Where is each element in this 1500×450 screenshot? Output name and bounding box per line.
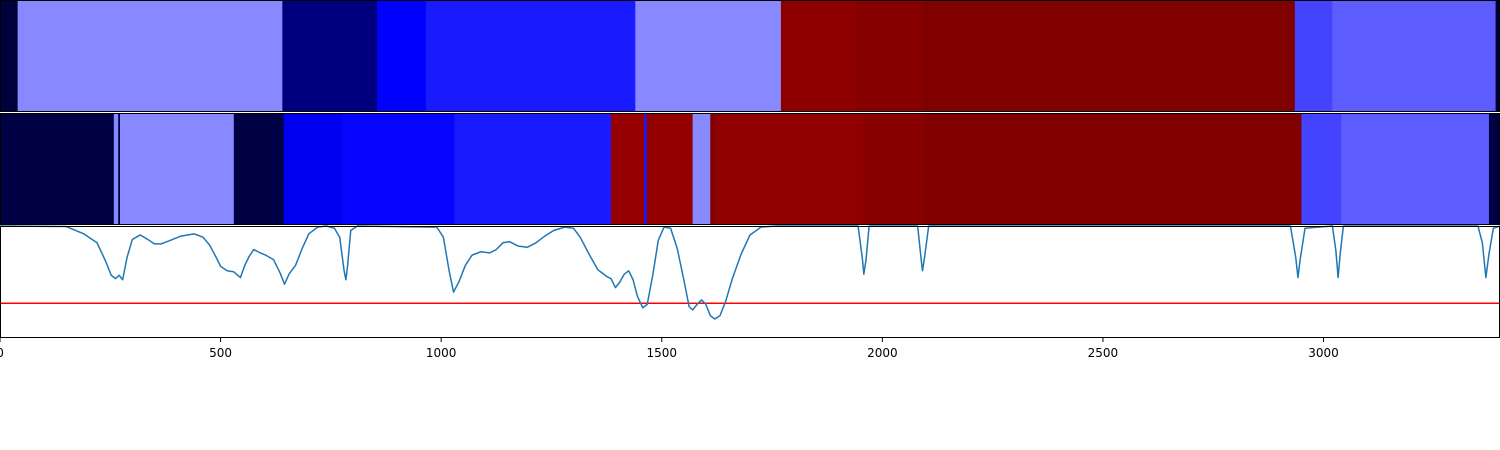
heatmap-cell — [646, 113, 694, 225]
heatmap-cell — [1341, 113, 1490, 225]
heatmap-cell — [454, 113, 612, 225]
x-tick-label: 3000 — [1308, 346, 1339, 360]
heatmap-cell — [377, 0, 427, 112]
heatmap-cell — [233, 113, 285, 225]
heatmap-cell — [692, 113, 711, 225]
heatmap-strip-bottom — [0, 113, 1500, 225]
heatmap-cell — [0, 113, 115, 225]
heatmap-cell — [1488, 113, 1500, 225]
heatmap-cell — [924, 113, 1302, 225]
heatmap-cell — [644, 113, 648, 225]
heatmap-cell — [1332, 0, 1496, 112]
heatmap-cell — [862, 113, 925, 225]
heatmap-cell — [855, 0, 923, 112]
heatmap-cell — [1495, 0, 1500, 112]
x-tick-label: 1000 — [426, 346, 457, 360]
spectrum-line-panel — [0, 225, 1500, 338]
x-tick-label: 2000 — [867, 346, 898, 360]
x-tick-label: 2500 — [1088, 346, 1119, 360]
heatmap-cell — [922, 0, 1296, 112]
line-panel-background — [0, 226, 1500, 338]
heatmap-cell — [714, 113, 863, 225]
x-tick-label: 0 — [0, 346, 4, 360]
heatmap-cell — [17, 0, 283, 112]
heatmap-cell — [611, 113, 645, 225]
heatmap-cell — [710, 113, 716, 225]
heatmap-cell — [282, 0, 378, 112]
heatmap-cell — [1301, 113, 1342, 225]
x-tick-label: 1500 — [646, 346, 677, 360]
x-axis: 0 500 1000 1500 2000 2500 3000 — [0, 338, 1339, 360]
heatmap-cell — [341, 113, 455, 225]
heatmap-cell — [120, 113, 235, 225]
x-tick-label: 500 — [209, 346, 232, 360]
heatmap-cell — [425, 0, 636, 112]
heatmap-cell — [118, 113, 121, 225]
heatmap-strip-top — [0, 0, 1500, 112]
heatmap-cell — [0, 0, 19, 112]
heatmap-cell — [635, 0, 782, 112]
heatmap-cell — [113, 113, 119, 225]
heatmap-cell — [780, 0, 857, 112]
heatmap-cell — [283, 113, 343, 225]
heatmap-cell — [1294, 0, 1333, 112]
